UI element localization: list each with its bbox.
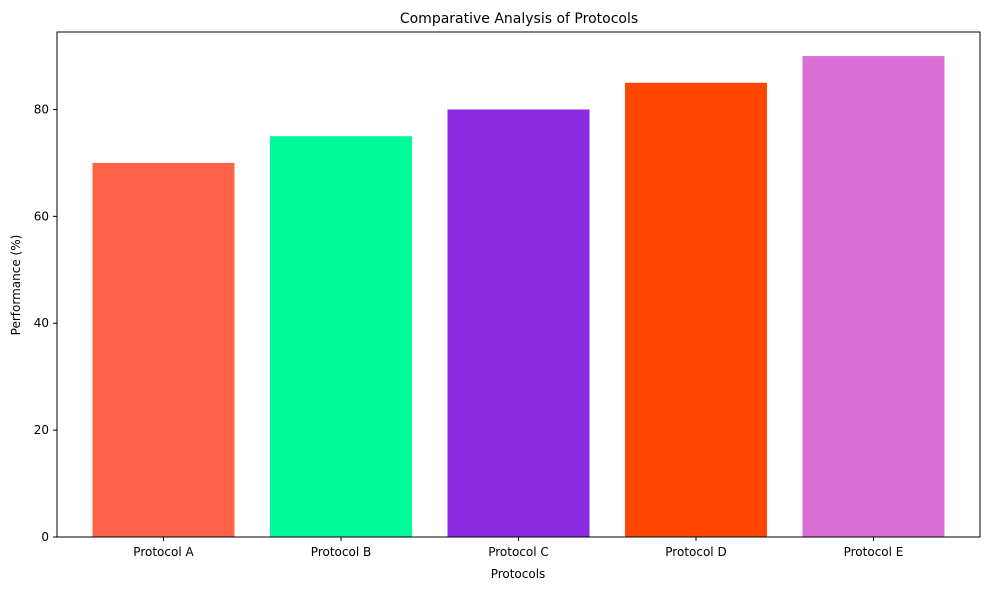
x-tick-label: Protocol B [311, 545, 371, 559]
bar-protocol-a [92, 162, 235, 538]
bar-protocol-b [270, 136, 412, 537]
bar-protocol-e [802, 56, 945, 538]
y-axis: 0 20 40 60 80 [34, 102, 57, 544]
plot-frame [56, 31, 981, 538]
y-tick-label: 80 [34, 102, 49, 116]
y-axis-label: Performance (%) [9, 235, 23, 336]
y-tick-label: 20 [34, 423, 49, 437]
x-axis-label: Protocols [491, 567, 546, 581]
x-tick-label: Protocol A [133, 545, 194, 559]
bars-group [92, 56, 945, 538]
y-tick-label: 40 [34, 316, 49, 330]
x-tick-label: Protocol E [844, 545, 904, 559]
y-tick-label: 0 [41, 530, 49, 544]
x-tick-label: Protocol D [665, 545, 726, 559]
bar-protocol-c [447, 109, 590, 538]
chart-title: Comparative Analysis of Protocols [400, 11, 638, 27]
x-tick-label: Protocol C [488, 545, 549, 559]
bar-protocol-d [625, 82, 767, 537]
x-axis: Protocol A Protocol B Protocol C Protocol D… [133, 537, 903, 559]
y-tick-label: 60 [34, 209, 49, 223]
